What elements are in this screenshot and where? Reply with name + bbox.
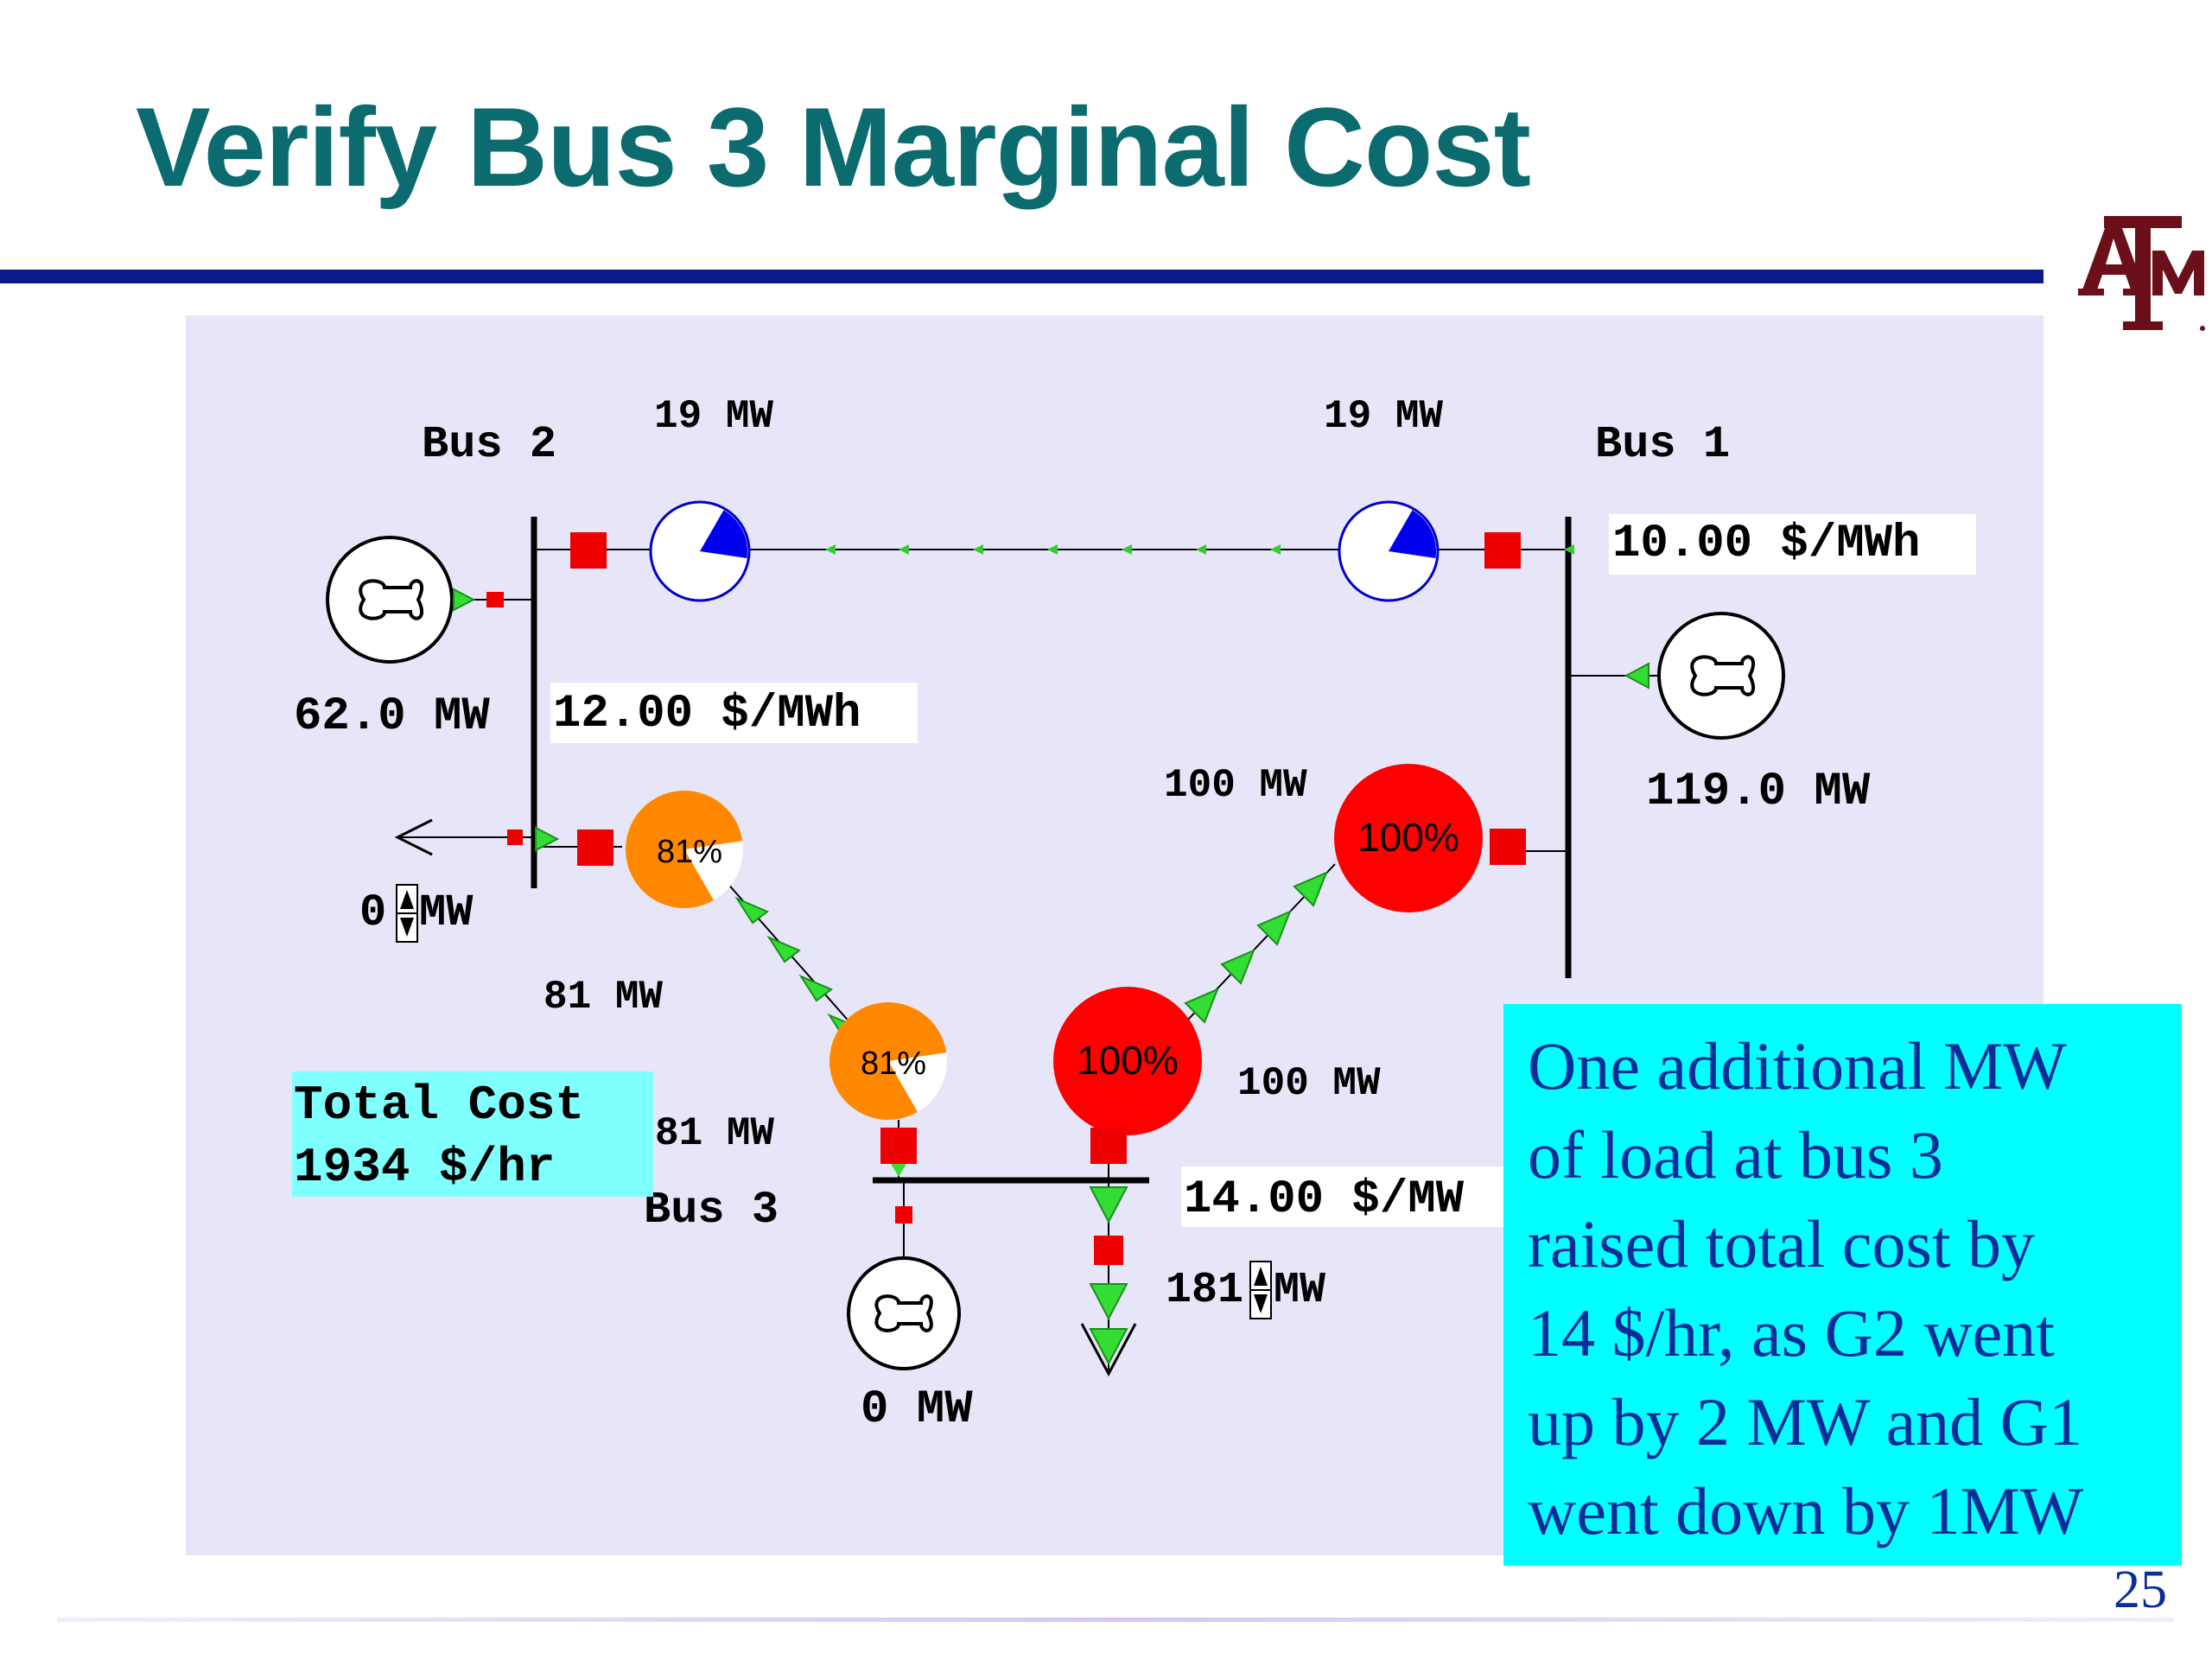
tamu-logo (2078, 216, 2205, 331)
breaker-1-2-bus1[interactable] (1484, 532, 1521, 569)
gen1-output: 119.0 MW (1646, 766, 1871, 818)
bus2-load-spinner[interactable] (396, 884, 418, 943)
line-2-3-pie-fill-bus3 (830, 1002, 947, 1120)
callout-line: One additional MW (1528, 1028, 2067, 1103)
line-2-3-loading-bus2: 81% (657, 834, 722, 870)
bus3-price: 14.00 $/MW (1184, 1173, 1465, 1226)
breaker-load-bus3[interactable] (1094, 1236, 1123, 1265)
gen2-output: 62.0 MW (294, 690, 490, 743)
generator-symbol-icon (359, 579, 424, 620)
bus2-label: Bus 2 (422, 419, 556, 470)
line-1-3-pie-bus3[interactable] (1053, 987, 1202, 1135)
line-2-3-pie-fill-bus2 (625, 791, 743, 908)
callout-line: raised total cost by (1528, 1206, 2036, 1281)
flow-arrow-1-2 (973, 544, 983, 555)
gen1-flow-arrow (1624, 662, 1649, 690)
callout-line: went down by 1MW (1528, 1473, 2084, 1548)
line-1-2-flow-bus1: 19 MW (1324, 394, 1443, 439)
bus2-load-unit: MW (419, 887, 474, 938)
callout-line: up by 2 MW and G1 (1528, 1384, 2083, 1459)
bus3-label: Bus 3 (644, 1185, 779, 1236)
gen2-flow-arrow (453, 588, 476, 612)
generator-symbol-icon (1690, 655, 1756, 696)
load-bus3-flow-arrow (1089, 1283, 1128, 1321)
flow-arrow-1-3 (1256, 910, 1292, 946)
flow-arrow-1-3 (1220, 949, 1255, 985)
flow-arrow-1-2 (1122, 544, 1132, 555)
bus1-label: Bus 1 (1595, 419, 1730, 470)
line-1-3-loading-bus3: 100% (1077, 1038, 1179, 1083)
bus2-load-value: 0 (359, 887, 386, 938)
bus2-load-arrow-icon (394, 818, 433, 856)
spinner-up-icon[interactable] (1254, 1267, 1268, 1286)
bus2-price: 12.00 $/MWh (553, 688, 861, 741)
flow-arrow-2-3 (734, 896, 769, 925)
flow-arrow-1-2 (1564, 544, 1574, 555)
total-cost-label: Total Cost (294, 1077, 584, 1133)
gen3-output: 0 MW (861, 1383, 973, 1436)
flow-arrow-1-2 (825, 544, 836, 555)
callout-line: of load at bus 3 (1528, 1117, 1943, 1192)
line-1-2-pie-fill-bus2 (700, 510, 747, 559)
line-2-3-flow-bus2: 81 MW (543, 975, 663, 1020)
explanation-callout: One additional MW of load at bus 3 raise… (1503, 1004, 2182, 1566)
breaker-1-3-bus1[interactable] (1490, 829, 1526, 865)
generator-symbol-icon (874, 1294, 933, 1332)
breaker-gen2[interactable] (486, 592, 504, 607)
bus3-price-box (1181, 1166, 1510, 1227)
load-bus3-flow-arrow (1089, 1186, 1128, 1224)
flow-arrow-2-3 (766, 935, 801, 963)
flow-arrow-1-2 (1047, 544, 1058, 555)
line-1-2-flow-bus2: 19 MW (654, 394, 773, 439)
flow-arrow-2-3 (798, 974, 833, 1002)
breaker-2-3-bus3[interactable] (880, 1128, 917, 1164)
line-1-3-loading-bus1: 100% (1357, 815, 1459, 860)
load-bus3-flow-arrow (1089, 1328, 1128, 1366)
total-cost-value: 1934 $/hr (294, 1140, 555, 1195)
generator-bus3[interactable] (847, 1256, 961, 1370)
flow-arrow-1-2 (899, 544, 909, 555)
bus3-load-unit: MW (1274, 1266, 1325, 1315)
flow-arrow-1-3 (1293, 871, 1328, 907)
line-1-3-flow-bus3: 100 MW (1237, 1061, 1381, 1106)
bus1-price-box (1609, 514, 1976, 575)
footer-divider (57, 1618, 2174, 1622)
spinner-down-icon[interactable] (1254, 1294, 1268, 1313)
bus1-price: 10.00 $/MWh (1612, 518, 1920, 570)
bus3-load-spinner[interactable] (1249, 1261, 1272, 1319)
line-1-3-pie-bus1[interactable] (1334, 764, 1483, 912)
line-2-3-loading-bus3: 81% (861, 1046, 926, 1082)
slide-title: Verify Bus 3 Marginal Cost (136, 84, 1531, 210)
breaker-1-3-bus3[interactable] (1090, 1128, 1127, 1164)
line-1-3-flow-bus1: 100 MW (1164, 763, 1307, 808)
flow-arrow-1-2 (1196, 544, 1206, 555)
generator-bus2[interactable] (326, 536, 454, 664)
generator-bus1[interactable] (1657, 612, 1785, 740)
spinner-down-icon[interactable] (400, 918, 414, 937)
breaker-gen3[interactable] (895, 1206, 912, 1224)
page-number: 25 (2113, 1560, 2167, 1619)
flow-arrow-1-3 (1184, 988, 1219, 1024)
spinner-up-icon[interactable] (400, 890, 414, 909)
title-divider (0, 270, 2044, 283)
flow-arrow-1-2 (1270, 544, 1281, 555)
bus3-load-arrow-icon (1080, 1323, 1137, 1377)
breaker-load-bus2[interactable] (507, 830, 523, 845)
total-cost-box (292, 1071, 653, 1197)
breaker-2-3-bus2[interactable] (577, 830, 613, 866)
line-1-2-pie-fill-bus1 (1389, 510, 1436, 559)
flow-arrow-2-3 (890, 1162, 907, 1177)
load-bus2-flow-arrow (535, 826, 560, 852)
breaker-1-2-bus2[interactable] (570, 532, 607, 569)
callout-line: 14 $/hr, as G2 went (1528, 1295, 2055, 1370)
line-2-3-flow-bus3: 81 MW (655, 1111, 774, 1156)
bus2-price-box (550, 683, 918, 743)
bus3-load-value: 181 (1166, 1266, 1243, 1315)
